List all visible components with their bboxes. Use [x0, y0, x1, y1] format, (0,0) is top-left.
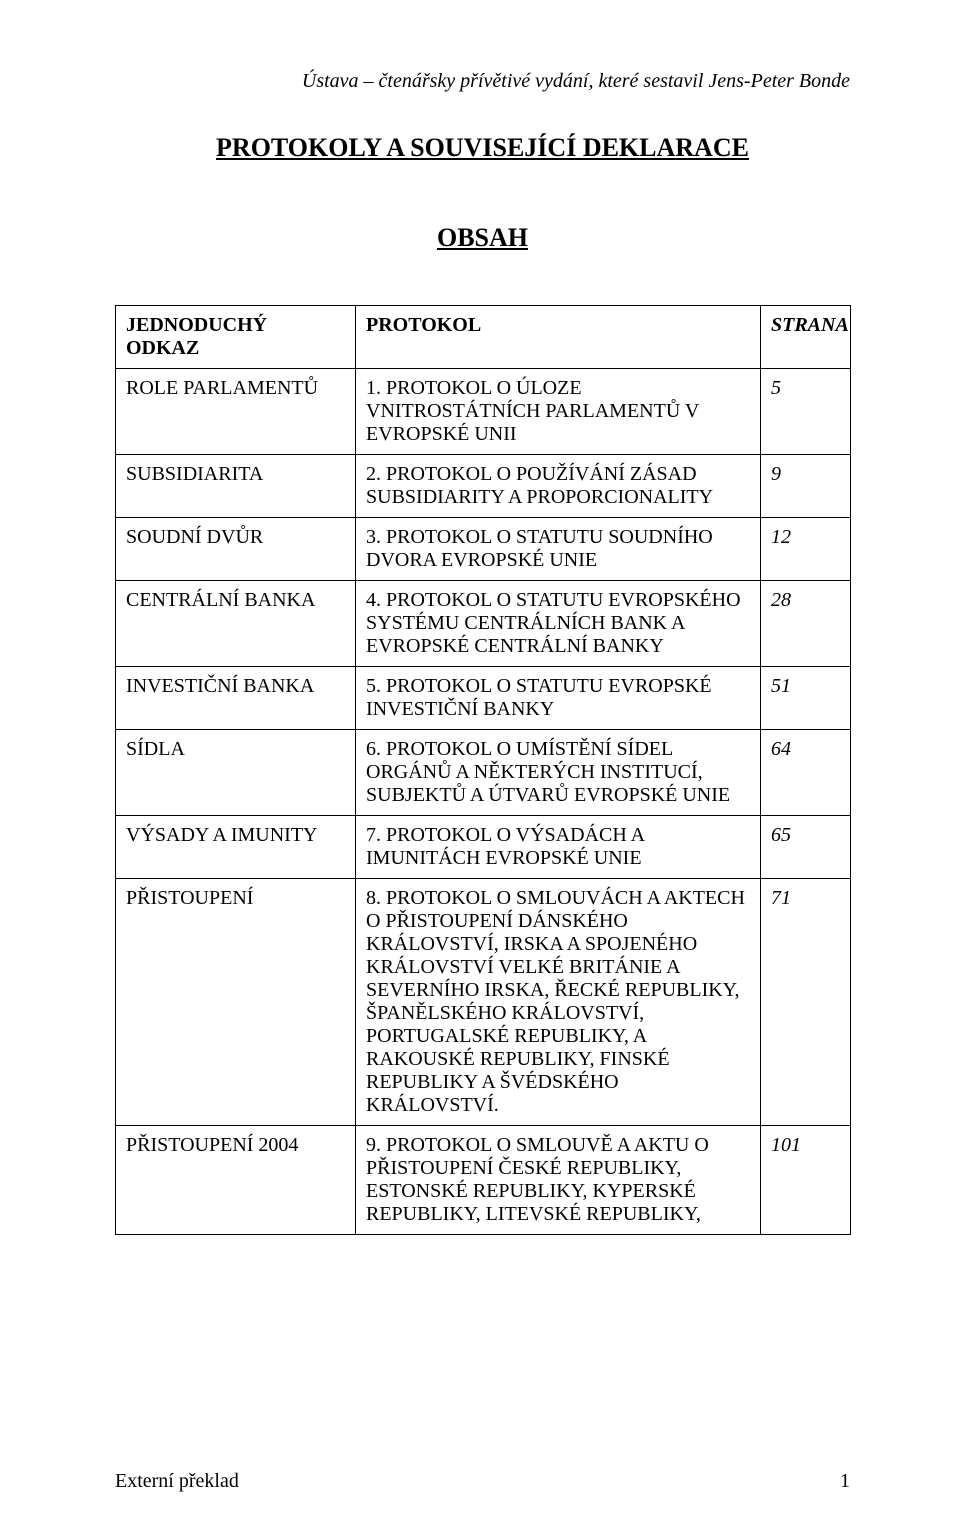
footer-left: Externí překlad [115, 1470, 239, 1493]
header-proto: PROTOKOL [356, 306, 761, 369]
cell-page: 51 [761, 667, 851, 730]
cell-proto: 2. PROTOKOL O POUŽÍVÁNÍ ZÁSAD SUBSIDIARI… [356, 455, 761, 518]
table-row: SUBSIDIARITA 2. PROTOKOL O POUŽÍVÁNÍ ZÁS… [116, 455, 851, 518]
table-row: PŘISTOUPENÍ 8. PROTOKOL O SMLOUVÁCH A AK… [116, 879, 851, 1126]
cell-page: 28 [761, 581, 851, 667]
footer: Externí překlad 1 [115, 1470, 850, 1493]
cell-proto: 6. PROTOKOL O UMÍSTĚNÍ SÍDEL ORGÁNŮ A NĚ… [356, 730, 761, 816]
cell-page: 65 [761, 816, 851, 879]
cell-page: 5 [761, 369, 851, 455]
protocol-table: JEDNODUCHÝ ODKAZ PROTOKOL STRANA ROLE PA… [115, 305, 851, 1235]
cell-ref: SUBSIDIARITA [116, 455, 356, 518]
cell-proto: 8. PROTOKOL O SMLOUVÁCH A AKTECH O PŘIST… [356, 879, 761, 1126]
cell-page: 12 [761, 518, 851, 581]
cell-proto: 9. PROTOKOL O SMLOUVĚ A AKTU O PŘISTOUPE… [356, 1126, 761, 1235]
cell-ref: SÍDLA [116, 730, 356, 816]
cell-ref: CENTRÁLNÍ BANKA [116, 581, 356, 667]
cell-page: 101 [761, 1126, 851, 1235]
cell-ref: VÝSADY A IMUNITY [116, 816, 356, 879]
table-row: PŘISTOUPENÍ 2004 9. PROTOKOL O SMLOUVĚ A… [116, 1126, 851, 1235]
cell-page: 64 [761, 730, 851, 816]
cell-ref: INVESTIČNÍ BANKA [116, 667, 356, 730]
cell-ref: ROLE PARLAMENTŮ [116, 369, 356, 455]
header-ref: JEDNODUCHÝ ODKAZ [116, 306, 356, 369]
cell-page: 9 [761, 455, 851, 518]
table-row: SOUDNÍ DVŮR 3. PROTOKOL O STATUTU SOUDNÍ… [116, 518, 851, 581]
table-row: VÝSADY A IMUNITY 7. PROTOKOL O VÝSADÁCH … [116, 816, 851, 879]
main-title: PROTOKOLY A SOUVISEJÍCÍ DEKLARACE [115, 133, 850, 163]
table-row: SÍDLA 6. PROTOKOL O UMÍSTĚNÍ SÍDEL ORGÁN… [116, 730, 851, 816]
cell-ref: PŘISTOUPENÍ [116, 879, 356, 1126]
cell-proto: 1. PROTOKOL O ÚLOZE VNITROSTÁTNÍCH PARLA… [356, 369, 761, 455]
table-row: INVESTIČNÍ BANKA 5. PROTOKOL O STATUTU E… [116, 667, 851, 730]
cell-proto: 4. PROTOKOL O STATUTU EVROPSKÉHO SYSTÉMU… [356, 581, 761, 667]
running-head: Ústava – čtenářsky přívětivé vydání, kte… [115, 70, 850, 93]
cell-ref: PŘISTOUPENÍ 2004 [116, 1126, 356, 1235]
footer-page-number: 1 [840, 1470, 850, 1493]
table-header-row: JEDNODUCHÝ ODKAZ PROTOKOL STRANA [116, 306, 851, 369]
cell-ref: SOUDNÍ DVŮR [116, 518, 356, 581]
table-row: ROLE PARLAMENTŮ 1. PROTOKOL O ÚLOZE VNIT… [116, 369, 851, 455]
sub-title: OBSAH [115, 223, 850, 253]
header-page: STRANA [761, 306, 851, 369]
cell-proto: 3. PROTOKOL O STATUTU SOUDNÍHO DVORA EVR… [356, 518, 761, 581]
cell-proto: 7. PROTOKOL O VÝSADÁCH A IMUNITÁCH EVROP… [356, 816, 761, 879]
cell-page: 71 [761, 879, 851, 1126]
table-row: CENTRÁLNÍ BANKA 4. PROTOKOL O STATUTU EV… [116, 581, 851, 667]
page: Ústava – čtenářsky přívětivé vydání, kte… [0, 0, 960, 1531]
cell-proto: 5. PROTOKOL O STATUTU EVROPSKÉ INVESTIČN… [356, 667, 761, 730]
